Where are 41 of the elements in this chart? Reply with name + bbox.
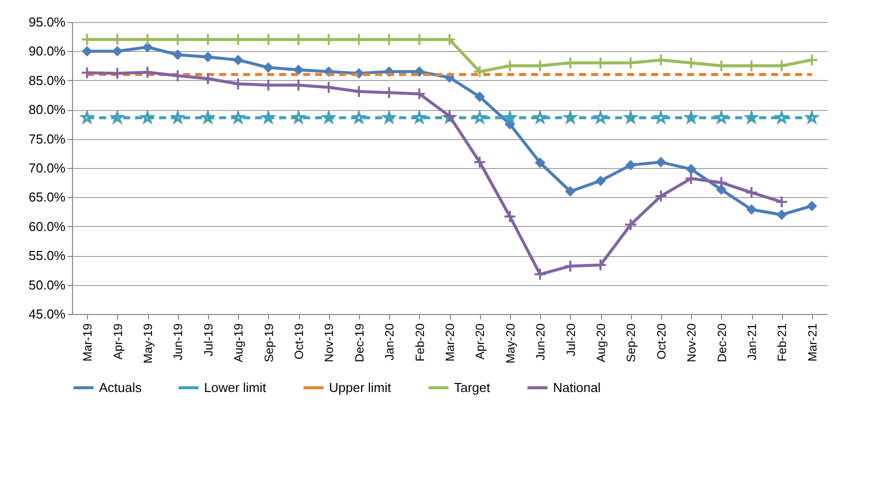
y-tick-label: 75.0% [28,131,66,146]
x-tick-label: Aug-19 [232,323,246,362]
x-tick-label: Jun-19 [171,323,186,360]
x-tick-label: Oct-20 [654,323,668,360]
y-tick-label: 50.0% [28,277,66,292]
x-tick-label: Jan-20 [382,323,397,360]
x-tick-label: Dec-19 [352,323,366,362]
y-tick-label: 70.0% [28,160,66,176]
y-tick-label: 80.0% [28,102,66,118]
x-tick-label: Jun-20 [534,323,548,360]
x-tick-label: Sep-20 [624,323,638,362]
y-tick-label: 85.0% [28,72,66,88]
y-tick-label: 90.0% [28,44,66,59]
x-tick-label: May-20 [503,323,518,364]
x-tick-label: Aug-20 [594,323,608,362]
x-tick-label: Mar-20 [443,323,457,362]
x-tick-label: Oct-19 [292,323,306,360]
y-tick-label: 95.0% [28,14,66,30]
legend-label: Target [454,380,491,395]
legend-label: National [553,380,601,395]
y-tick-label: 65.0% [28,190,66,205]
x-tick-label: Jul-20 [564,323,578,356]
x-tick-label: Jul-19 [201,323,216,356]
x-tick-label: Apr-20 [473,323,488,360]
x-tick-label: Nov-20 [684,323,699,362]
x-tick-label: Dec-20 [714,323,729,362]
x-tick-label: Apr-19 [110,323,125,360]
x-tick-label: Nov-19 [322,323,336,362]
x-tick-label: Mar-21 [805,323,820,362]
y-tick-label: 55.0% [28,248,66,264]
y-tick-label: 60.0% [28,218,66,234]
x-tick-label: Jan-21 [745,323,759,360]
y-tick-label: 45.0% [28,306,66,322]
x-tick-label: May-19 [141,323,155,364]
legend-label: Upper limit [329,380,392,395]
legend-label: Lower limit [204,380,267,395]
x-tick-label: Feb-20 [412,323,427,362]
x-tick-label: Feb-21 [775,323,790,362]
legend-label: Actuals [99,380,142,395]
x-tick-label: Sep-19 [262,323,276,362]
x-tick-label: Mar-19 [80,323,95,362]
